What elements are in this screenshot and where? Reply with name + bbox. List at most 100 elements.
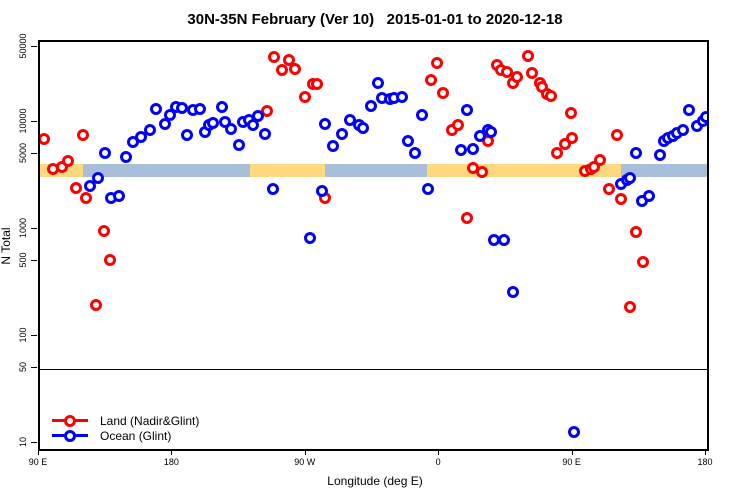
data-point [637, 255, 650, 268]
y-tick-label: 50 [18, 362, 28, 373]
legend-label-ocean: Ocean (Glint) [100, 428, 172, 443]
data-point [62, 154, 75, 167]
data-point [134, 130, 147, 143]
data-point [615, 193, 628, 206]
x-tick-label: 90 W [294, 457, 316, 467]
data-point [266, 183, 279, 196]
x-tick-label: 90 E [28, 457, 48, 467]
data-point [454, 143, 467, 156]
data-point [484, 125, 497, 138]
data-point [460, 212, 473, 225]
data-point [180, 129, 193, 142]
data-point [275, 64, 288, 77]
data-point [357, 121, 370, 134]
data-point [610, 129, 623, 142]
legend-item-ocean: Ocean (Glint) [52, 428, 199, 443]
legend-marker-land-icon [52, 414, 88, 427]
data-point [318, 117, 331, 130]
data-point [299, 91, 312, 104]
data-point [288, 63, 301, 76]
data-point [431, 56, 444, 69]
data-point [251, 110, 264, 123]
band-segment-land [250, 164, 325, 177]
data-point [158, 117, 171, 130]
data-point [149, 102, 162, 115]
band-segment-ocean [82, 164, 251, 177]
data-point [567, 425, 580, 438]
y-tick-label: 100 [18, 327, 28, 343]
y-tick [31, 153, 37, 155]
data-point [653, 148, 666, 161]
data-point [103, 254, 116, 267]
data-point [232, 138, 245, 151]
x-tick [705, 449, 706, 455]
data-point [603, 183, 616, 196]
data-point [629, 146, 642, 159]
plot-area: Land (Nadir&Glint) Ocean (Glint) [38, 40, 709, 451]
data-point [97, 224, 110, 237]
data-point [437, 87, 450, 100]
data-point [623, 172, 636, 185]
data-point [311, 78, 324, 91]
data-point [422, 183, 435, 196]
data-point [364, 100, 377, 113]
data-point [69, 182, 82, 195]
y-tick-label: 50000 [18, 33, 28, 59]
data-point [629, 225, 642, 238]
data-point [409, 146, 421, 159]
data-point [466, 142, 479, 155]
y-tick-label: 1000 [18, 217, 28, 238]
data-point [401, 134, 414, 147]
data-point [545, 90, 558, 103]
y-tick [31, 335, 37, 337]
reference-line-n50 [40, 369, 707, 371]
band-segment-ocean [621, 164, 707, 177]
y-tick [31, 227, 37, 229]
data-point [194, 102, 207, 115]
y-tick-label: 500 [18, 252, 28, 268]
data-point [303, 231, 316, 244]
legend-label-land: Land (Nadir&Glint) [100, 413, 200, 428]
data-point [475, 165, 488, 178]
data-point [225, 122, 238, 135]
x-tick [438, 449, 440, 455]
data-point [566, 131, 579, 144]
x-tick [571, 449, 573, 455]
data-point [79, 192, 92, 205]
data-point [623, 301, 636, 314]
data-point [327, 139, 340, 152]
data-point [564, 106, 577, 119]
data-point [76, 129, 89, 142]
x-tick-label: 0 [435, 457, 441, 467]
data-point [497, 234, 510, 247]
data-point [371, 77, 384, 90]
data-point [112, 190, 125, 203]
x-tick [171, 449, 173, 455]
y-tick-label: 10000 [18, 108, 28, 134]
y-tick [31, 46, 37, 48]
data-point [143, 123, 156, 136]
data-point [506, 285, 519, 298]
data-point [90, 298, 103, 311]
x-tick [304, 449, 306, 455]
x-tick-label: 180 [163, 457, 179, 467]
data-point [259, 127, 272, 140]
band-segment-ocean [324, 164, 427, 177]
data-point [451, 118, 464, 131]
data-point [268, 51, 281, 64]
data-point [336, 127, 349, 140]
data-point [677, 123, 690, 136]
data-point [683, 104, 696, 116]
data-point [416, 108, 429, 121]
data-point [594, 153, 607, 166]
data-point [99, 146, 112, 159]
data-point [460, 104, 473, 116]
chart-title: 30N-35N February (Ver 10) 2015-01-01 to … [187, 11, 563, 28]
x-axis-label: Longitude (deg E) [327, 474, 423, 488]
y-tick-label: 5000 [18, 143, 28, 164]
y-tick [31, 367, 37, 369]
data-point [216, 101, 229, 114]
y-tick [31, 120, 37, 122]
x-tick-label: 90 E [562, 457, 581, 467]
